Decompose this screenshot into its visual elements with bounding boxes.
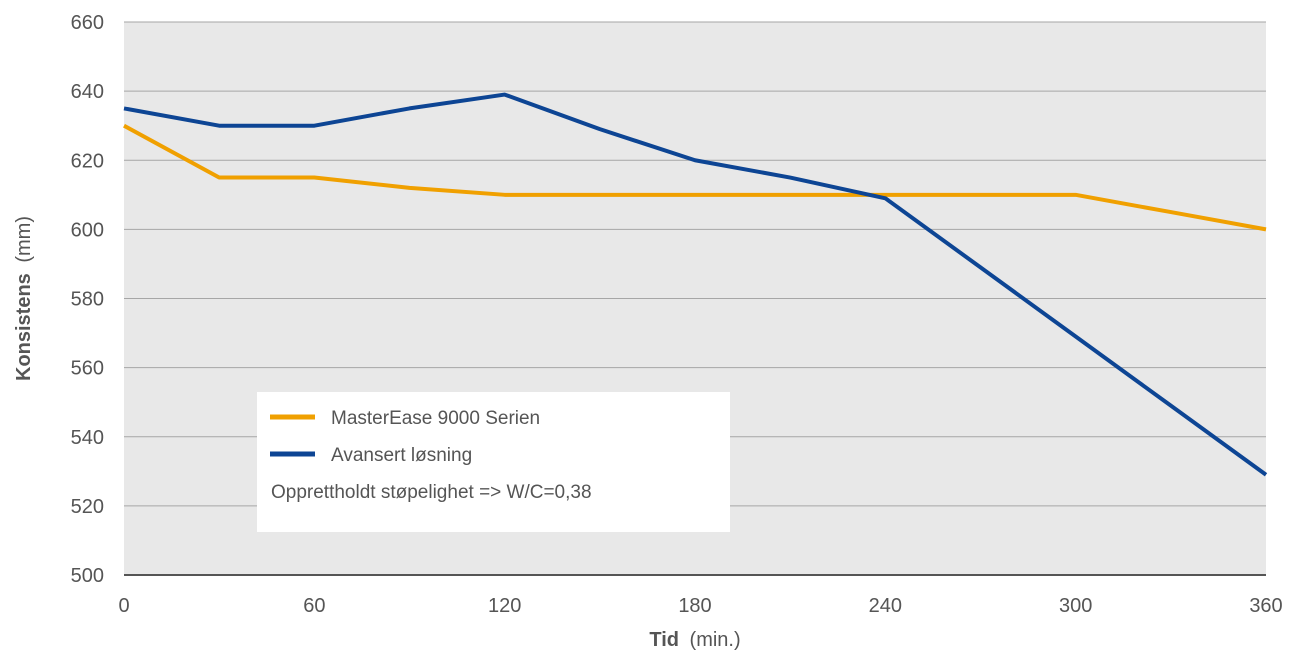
x-tick-0: 0 xyxy=(118,595,129,617)
x-axis-title-unit: (min.) xyxy=(690,629,741,651)
y-tick-640: 640 xyxy=(71,81,104,103)
legend-note: Opprettholdt støpelighet => W/C=0,38 xyxy=(271,482,592,503)
y-tick-580: 580 xyxy=(71,289,104,311)
x-tick-360: 360 xyxy=(1249,595,1282,617)
series-line-1 xyxy=(123,92,1268,477)
y-axis-title-bold: Konsistens xyxy=(13,273,35,381)
y-tick-500: 500 xyxy=(71,565,104,587)
y-tick-620: 620 xyxy=(71,150,104,172)
series-lines xyxy=(123,92,1268,477)
y-tick-660: 660 xyxy=(71,12,104,34)
y-tick-540: 540 xyxy=(71,427,104,449)
y-tick-560: 560 xyxy=(71,358,104,380)
legend-label-masterease: MasterEase 9000 Serien xyxy=(331,408,540,429)
x-tick-300: 300 xyxy=(1059,595,1092,617)
y-tick-520: 520 xyxy=(71,496,104,518)
x-tick-240: 240 xyxy=(869,595,902,617)
y-axis-title: Konsistens (mm) xyxy=(13,216,35,381)
x-tick-180: 180 xyxy=(678,595,711,617)
x-axis-title: Tid (min.) xyxy=(649,629,740,651)
legend-box xyxy=(257,392,730,532)
y-tick-600: 600 xyxy=(71,219,104,241)
x-axis-title-bold: Tid xyxy=(649,629,679,651)
y-axis-title-unit: (mm) xyxy=(13,216,35,263)
legend: MasterEase 9000 Serien Avansert løsning … xyxy=(257,392,730,532)
x-tick-60: 60 xyxy=(303,595,325,617)
series-line-0 xyxy=(123,123,1267,232)
x-tick-120: 120 xyxy=(488,595,521,617)
legend-label-avansert: Avansert løsning xyxy=(331,445,472,466)
y-tick-labels: 500 520 540 560 580 600 620 640 660 xyxy=(71,12,104,587)
x-tick-labels: 0 60 120 180 240 300 360 xyxy=(118,595,1282,617)
